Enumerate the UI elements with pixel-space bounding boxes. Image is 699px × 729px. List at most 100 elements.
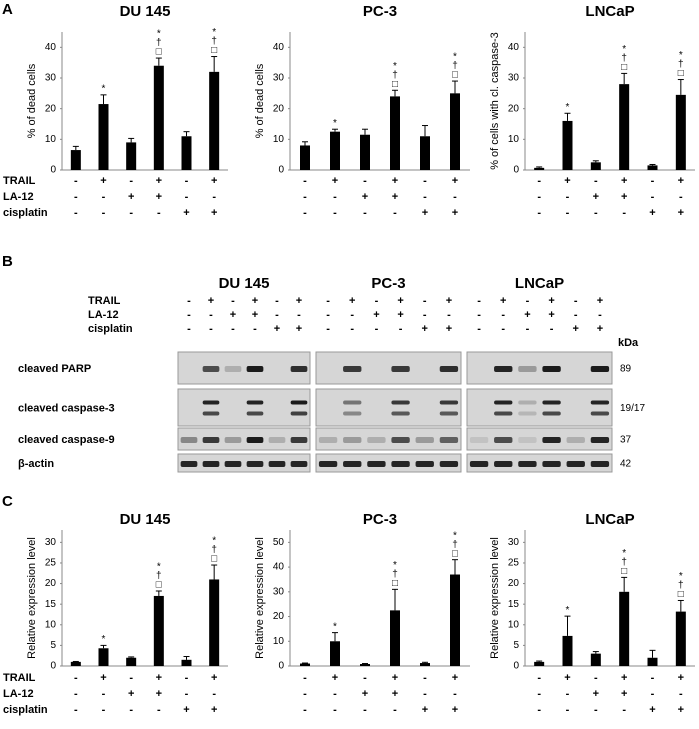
treatment-sign: + <box>446 323 452 335</box>
treatment-sign: + <box>621 672 627 684</box>
y-axis-label: Relative expression level <box>254 537 266 659</box>
y-tick-label: 40 <box>273 42 285 53</box>
treatment-sign: + <box>156 688 162 700</box>
y-tick-label: 10 <box>508 619 520 630</box>
treatment-sign: - <box>129 672 133 684</box>
bar <box>209 71 220 170</box>
treatment-sign: - <box>423 191 427 203</box>
treatment-sign: + <box>128 191 134 203</box>
y-tick-label: 20 <box>273 611 285 622</box>
bar <box>70 661 81 666</box>
blot-band <box>391 461 410 467</box>
blot-band <box>469 437 489 443</box>
treatment-label: LA-12 <box>88 309 119 321</box>
bar <box>126 657 137 666</box>
bar <box>209 579 220 666</box>
y-tick-label: 5 <box>513 640 519 651</box>
annotation: □ <box>452 70 458 81</box>
treatment-sign: - <box>303 207 307 219</box>
blot-band <box>268 437 286 443</box>
blot-band <box>518 437 537 443</box>
treatment-sign: - <box>501 309 505 321</box>
blot-strip <box>315 453 462 473</box>
blot-band <box>439 437 459 443</box>
treatment-sign: - <box>550 323 554 335</box>
treatment-sign: + <box>392 688 398 700</box>
bar <box>300 145 310 170</box>
treatment-sign: - <box>185 175 189 187</box>
treatment-sign: - <box>574 295 578 307</box>
treatment-sign: + <box>593 688 599 700</box>
treatment-sign: - <box>326 295 330 307</box>
treatment-sign: + <box>230 309 236 321</box>
blot-band <box>494 366 513 372</box>
y-tick-label: 30 <box>45 537 57 548</box>
y-axis-label: % of cells with cl. caspase-3 <box>489 32 501 170</box>
treatment-sign: + <box>208 295 214 307</box>
treatment-sign: - <box>477 295 481 307</box>
treatment-sign: - <box>622 704 626 716</box>
annotation: * <box>157 562 161 573</box>
kda-value: 42 <box>620 459 632 470</box>
treatment-label: cisplatin <box>3 704 48 716</box>
row-label: β-actin <box>18 458 54 470</box>
blot-strip <box>315 427 462 451</box>
blot-band <box>439 366 459 372</box>
row-label: cleaved caspase-9 <box>18 434 115 446</box>
treatment-sign: + <box>422 704 428 716</box>
treatment-sign: + <box>100 175 106 187</box>
treatment-label: TRAIL <box>3 175 36 187</box>
bar <box>98 648 109 666</box>
y-tick-label: 0 <box>50 661 56 672</box>
treatment-sign: - <box>74 672 78 684</box>
bar <box>360 134 370 170</box>
chart-title: DU 145 <box>120 511 171 528</box>
blot-band <box>494 400 513 405</box>
treatment-sign: - <box>303 704 307 716</box>
annotation: † <box>678 580 684 591</box>
row-label: cleaved caspase-3 <box>18 402 115 414</box>
treatment-sign: + <box>332 175 338 187</box>
blot-band <box>542 366 561 372</box>
blot-band <box>268 461 286 467</box>
blot-strip <box>177 453 311 473</box>
treatment-sign: - <box>333 704 337 716</box>
bar <box>126 142 137 170</box>
panel-label: A <box>2 1 13 18</box>
blot-band <box>202 437 220 443</box>
blot-band <box>246 400 264 405</box>
treatment-sign: - <box>453 688 457 700</box>
treatment-sign: - <box>185 672 189 684</box>
annotation: □ <box>392 79 398 90</box>
annotation: * <box>453 52 457 63</box>
treatment-sign: + <box>678 672 684 684</box>
treatment-sign: - <box>157 207 161 219</box>
bar <box>450 574 460 666</box>
chart-title: PC-3 <box>363 3 397 20</box>
kda-value: 89 <box>620 364 632 375</box>
bar <box>390 96 400 170</box>
y-tick-label: 30 <box>508 73 520 84</box>
treatment-sign: - <box>157 704 161 716</box>
blot-band <box>542 437 561 443</box>
blot-band <box>246 461 264 467</box>
treatment-sign: + <box>452 704 458 716</box>
treatment-sign: - <box>566 688 570 700</box>
treatment-sign: - <box>212 191 216 203</box>
treatment-sign: - <box>453 191 457 203</box>
treatment-sign: - <box>74 191 78 203</box>
y-tick-label: 30 <box>273 586 285 597</box>
annotation: □ <box>452 548 458 559</box>
treatment-sign: + <box>422 323 428 335</box>
kda-label: kDa <box>618 337 639 349</box>
treatment-sign: - <box>209 309 213 321</box>
treatment-label: TRAIL <box>88 295 121 307</box>
treatment-sign: + <box>332 672 338 684</box>
bar <box>330 641 340 666</box>
blot-band <box>246 411 264 416</box>
treatment-sign: - <box>129 175 133 187</box>
treatment-sign: + <box>100 672 106 684</box>
y-tick-label: 10 <box>45 134 57 145</box>
treatment-sign: - <box>566 207 570 219</box>
y-tick-label: 40 <box>508 42 520 53</box>
